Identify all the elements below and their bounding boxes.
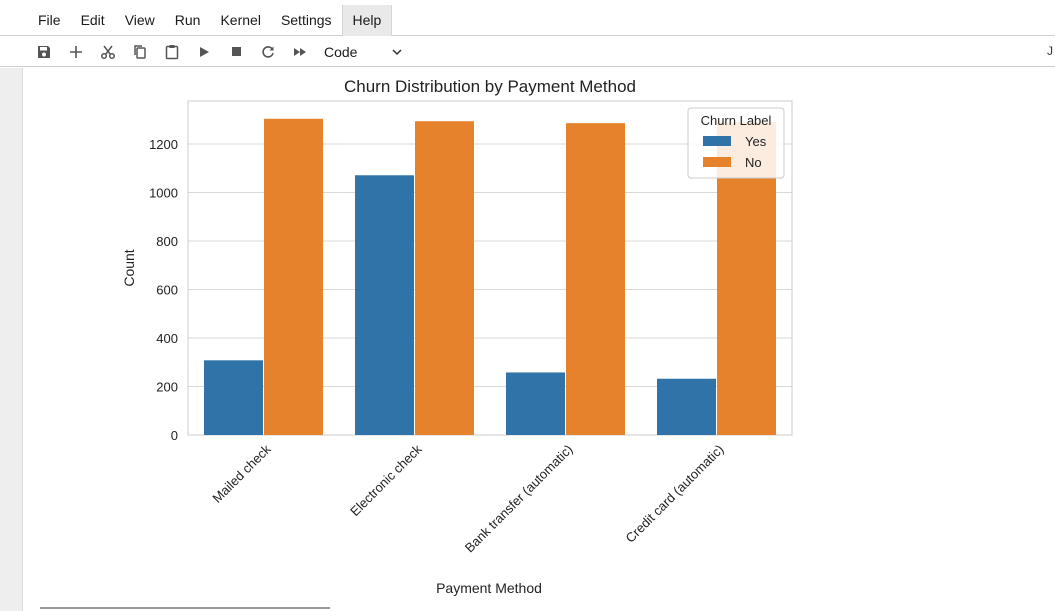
run-all-button[interactable]: [284, 38, 316, 66]
cut-icon: [100, 45, 116, 59]
chart-legend: Churn Label Yes No: [687, 107, 785, 179]
menu-kernel[interactable]: Kernel: [220, 11, 261, 28]
plot-area-frame: [187, 100, 793, 436]
bar-yes-3: [657, 378, 716, 435]
bar-yes-2: [506, 372, 565, 435]
paste-icon: [165, 44, 179, 59]
y-tick-label-3: 600: [156, 283, 178, 298]
run-all-icon: [294, 47, 306, 56]
paste-button[interactable]: [156, 38, 188, 66]
x-tick-label-3: Credit card (automatic): [623, 442, 727, 546]
y-tick-label-1: 200: [156, 380, 178, 395]
menu-edit[interactable]: Edit: [80, 11, 105, 28]
bar-yes-1: [355, 175, 414, 435]
menu-settings[interactable]: Settings: [280, 11, 332, 28]
stop-icon: [231, 47, 241, 56]
bar-no-2: [566, 123, 625, 435]
y-tick-label-5: 1000: [149, 186, 178, 201]
chevron-down-icon: [392, 48, 402, 55]
x-tick-label-1: Electronic check: [347, 441, 425, 519]
x-axis-label: Payment Method: [436, 580, 542, 596]
bar-no-1: [415, 121, 474, 435]
y-tick-label-2: 400: [156, 331, 178, 346]
menu-view[interactable]: View: [124, 11, 155, 28]
restart-icon: [262, 45, 274, 58]
toolbar-edge-text: J: [1047, 44, 1053, 58]
legend-label-no: No: [745, 155, 762, 170]
bar-yes-0: [204, 360, 263, 435]
output-bottom-rule: [40, 607, 330, 609]
cut-button[interactable]: [92, 38, 124, 66]
add-cell-button[interactable]: [60, 38, 92, 66]
save-icon: [38, 45, 50, 58]
stop-kernel-button[interactable]: [220, 38, 252, 66]
copy-button[interactable]: [124, 38, 156, 66]
legend-title: Churn Label: [701, 113, 772, 128]
menu-run[interactable]: Run: [174, 11, 201, 28]
restart-kernel-button[interactable]: [252, 38, 284, 66]
save-button[interactable]: [28, 38, 60, 66]
y-tick-labels: 0 200 400 600 800 1000 1200: [149, 137, 178, 443]
churn-bar-chart: 0 200 400 600 800 1000 1200 Mailed check Electr…: [121, 77, 793, 596]
x-tick-labels: Mailed check Electronic check Bank transfe…: [209, 441, 726, 555]
run-icon: [200, 46, 209, 57]
run-cell-button[interactable]: [188, 38, 220, 66]
legend-label-yes: Yes: [745, 134, 767, 149]
y-tick-label-4: 800: [156, 234, 178, 249]
x-tick-label-0: Mailed check: [209, 441, 274, 506]
cell-type-value: Code: [324, 43, 358, 60]
menu-help[interactable]: Help: [341, 4, 393, 36]
notebook-toolbar: Code J: [0, 37, 1055, 67]
menu-file[interactable]: File: [38, 11, 61, 28]
copy-icon: [134, 44, 146, 59]
output-area: [23, 68, 1055, 611]
menu-bar: File Edit View Run Kernel Settings Help: [0, 4, 1055, 36]
y-tick-label-6: 1200: [149, 137, 178, 152]
x-tick-label-2: Bank transfer (automatic): [462, 442, 576, 556]
add-cell-icon: [70, 45, 82, 58]
legend-swatch-yes: [703, 136, 731, 146]
cell-gutter[interactable]: [0, 68, 23, 611]
cell-type-dropdown[interactable]: Code: [324, 40, 402, 64]
y-axis-label: Count: [121, 249, 137, 286]
bar-no-0: [264, 118, 323, 435]
y-tick-label-0: 0: [171, 428, 178, 443]
legend-swatch-no: [703, 157, 731, 167]
chart-title: Churn Distribution by Payment Method: [344, 77, 636, 96]
